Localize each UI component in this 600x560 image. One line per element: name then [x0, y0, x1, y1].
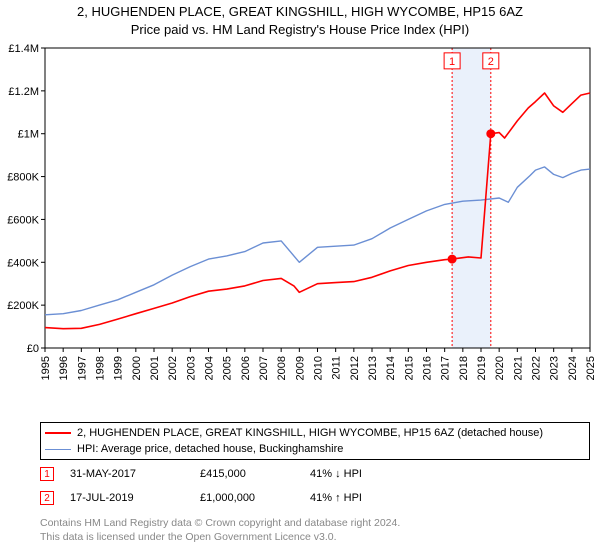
svg-text:2002: 2002	[167, 356, 179, 380]
transaction-row: 2 17-JUL-2019 £1,000,000 41% ↑ HPI	[40, 486, 400, 510]
svg-text:2017: 2017	[440, 356, 452, 380]
svg-text:2019: 2019	[476, 356, 488, 380]
svg-text:2007: 2007	[258, 356, 270, 380]
transaction-date: 31-MAY-2017	[70, 468, 200, 480]
svg-text:£200K: £200K	[7, 300, 39, 312]
svg-text:2005: 2005	[222, 356, 234, 380]
legend-label: 2, HUGHENDEN PLACE, GREAT KINGSHILL, HIG…	[77, 427, 543, 439]
transaction-price: £1,000,000	[200, 492, 310, 504]
svg-text:2010: 2010	[313, 356, 325, 380]
svg-text:£1M: £1M	[18, 129, 39, 141]
svg-text:2003: 2003	[185, 356, 197, 380]
license-text: Contains HM Land Registry data © Crown c…	[40, 516, 400, 544]
svg-text:2011: 2011	[331, 356, 343, 380]
legend-swatch-red	[45, 432, 71, 434]
svg-text:£400K: £400K	[7, 257, 39, 269]
chart-legend: 2, HUGHENDEN PLACE, GREAT KINGSHILL, HIG…	[40, 422, 590, 460]
legend-item-hpi: HPI: Average price, detached house, Buck…	[45, 441, 585, 457]
svg-text:£1.2M: £1.2M	[8, 86, 39, 98]
svg-text:2000: 2000	[131, 356, 143, 380]
legend-item-price-paid: 2, HUGHENDEN PLACE, GREAT KINGSHILL, HIG…	[45, 425, 585, 441]
svg-text:2009: 2009	[294, 356, 306, 380]
transaction-price: £415,000	[200, 468, 310, 480]
svg-text:2: 2	[488, 56, 494, 68]
svg-text:2016: 2016	[422, 356, 434, 380]
license-line-1: Contains HM Land Registry data © Crown c…	[40, 516, 400, 530]
svg-text:1: 1	[449, 56, 455, 68]
transactions-table: 1 31-MAY-2017 £415,000 41% ↓ HPI 2 17-JU…	[40, 462, 400, 510]
title-line-1: 2, HUGHENDEN PLACE, GREAT KINGSHILL, HIG…	[0, 4, 600, 19]
transaction-date: 17-JUL-2019	[70, 492, 200, 504]
svg-text:2004: 2004	[204, 356, 216, 380]
svg-text:£600K: £600K	[7, 214, 39, 226]
svg-text:£800K: £800K	[7, 172, 39, 184]
svg-text:2008: 2008	[276, 356, 288, 380]
transaction-row: 1 31-MAY-2017 £415,000 41% ↓ HPI	[40, 462, 400, 486]
svg-text:1997: 1997	[76, 356, 88, 380]
transaction-marker-icon: 1	[40, 467, 54, 481]
title-line-2: Price paid vs. HM Land Registry's House …	[0, 22, 600, 37]
svg-text:2020: 2020	[494, 356, 506, 380]
svg-text:2015: 2015	[403, 356, 415, 380]
svg-text:1996: 1996	[58, 356, 70, 380]
transaction-pct: 41% ↑ HPI	[310, 492, 400, 504]
svg-text:2006: 2006	[240, 356, 252, 380]
svg-text:£1.4M: £1.4M	[8, 43, 39, 55]
svg-text:2021: 2021	[512, 356, 524, 380]
svg-text:1998: 1998	[95, 356, 107, 380]
svg-text:1995: 1995	[40, 356, 52, 380]
svg-text:2025: 2025	[585, 356, 597, 380]
legend-label: HPI: Average price, detached house, Buck…	[77, 443, 343, 455]
svg-text:1999: 1999	[113, 356, 125, 380]
legend-swatch-blue	[45, 449, 71, 450]
transaction-marker-icon: 2	[40, 491, 54, 505]
svg-text:2001: 2001	[149, 356, 161, 380]
svg-text:2014: 2014	[385, 356, 397, 380]
svg-text:2012: 2012	[349, 356, 361, 380]
price-chart: £0 £200K £400K £600K £800K £1M £1.2M £1.4M 1995 1…	[0, 40, 600, 420]
svg-text:£0: £0	[27, 343, 39, 355]
svg-text:2024: 2024	[567, 356, 579, 380]
license-line-2: This data is licensed under the Open Gov…	[40, 530, 400, 544]
svg-text:2023: 2023	[549, 356, 561, 380]
svg-text:2018: 2018	[458, 356, 470, 380]
svg-text:2022: 2022	[531, 356, 543, 380]
transaction-pct: 41% ↓ HPI	[310, 468, 400, 480]
svg-text:2013: 2013	[367, 356, 379, 380]
